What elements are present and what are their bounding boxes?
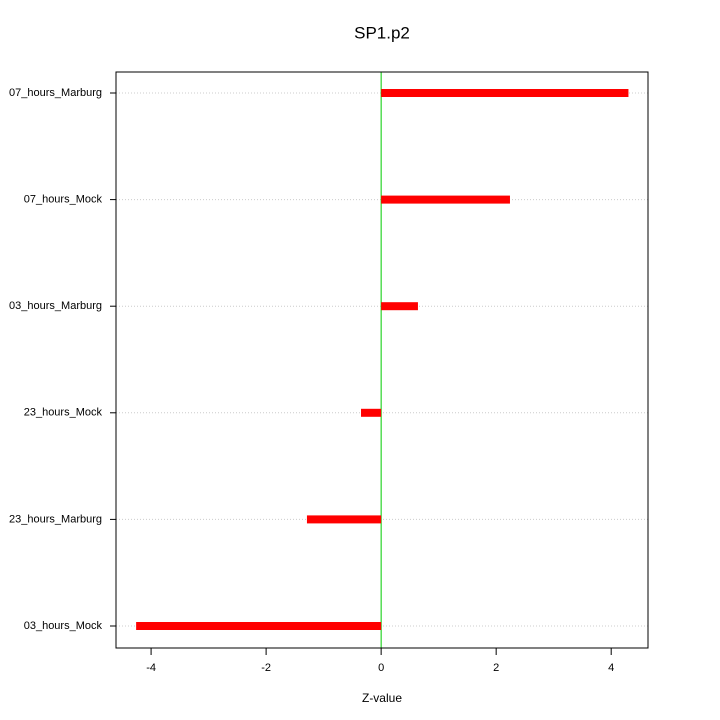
x-tick-label: 0 <box>378 662 384 674</box>
x-tick-label: -4 <box>146 662 156 674</box>
bar <box>381 302 418 311</box>
x-axis-title: Z-value <box>362 691 402 705</box>
chart-title: SP1.p2 <box>354 23 410 42</box>
x-tick-label: -2 <box>261 662 271 674</box>
y-tick-label: 07_hours_Marburg <box>9 87 102 99</box>
y-tick-label: 23_hours_Mock <box>24 407 103 419</box>
bar <box>136 622 382 630</box>
plot-frame <box>115 71 649 649</box>
bar <box>306 515 382 524</box>
bar <box>381 195 510 204</box>
y-tick-label: 03_hours_Marburg <box>9 300 102 312</box>
x-tick-label: 4 <box>608 662 614 674</box>
x-tick-label: 2 <box>493 662 499 674</box>
bar <box>381 89 629 97</box>
bar <box>361 408 382 417</box>
y-tick-label: 03_hours_Mock <box>24 620 103 632</box>
y-tick-label: 07_hours_Mock <box>24 194 103 206</box>
y-tick-label: 23_hours_Marburg <box>9 513 102 525</box>
